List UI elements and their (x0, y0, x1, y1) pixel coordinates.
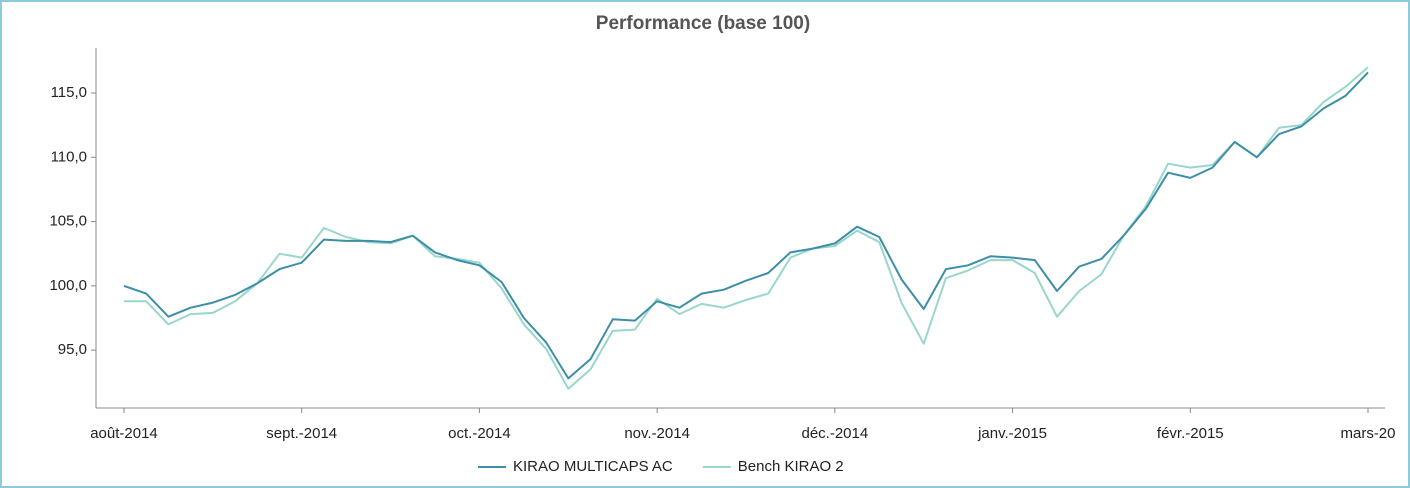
x-tick-label: janv.-2015 (977, 425, 1047, 442)
x-tick-label: nov.-2014 (624, 425, 690, 442)
y-tick-label: 105,0 (49, 213, 87, 230)
line-series (123, 71, 1369, 380)
x-tick-label: févr.-2015 (1157, 425, 1224, 442)
x-tick-label: mars-20 (1340, 425, 1395, 442)
y-tick-label: 95,0 (58, 341, 87, 358)
x-tick-label: déc.-2014 (801, 425, 868, 442)
legend-label: KIRAO MULTICAPS AC (513, 458, 673, 475)
y-tick-label: 110,0 (51, 148, 87, 165)
chart-title: Performance (base 100) (596, 13, 810, 34)
legend-label: Bench KIRAO 2 (738, 458, 844, 475)
x-tick-label: août-2014 (90, 425, 158, 442)
line-series (124, 66, 1369, 390)
y-tick-label: 115,0 (51, 84, 87, 101)
y-tick-label: 100,0 (49, 277, 87, 294)
x-tick-label: sept.-2014 (266, 425, 337, 442)
x-tick-label: oct.-2014 (448, 425, 511, 442)
